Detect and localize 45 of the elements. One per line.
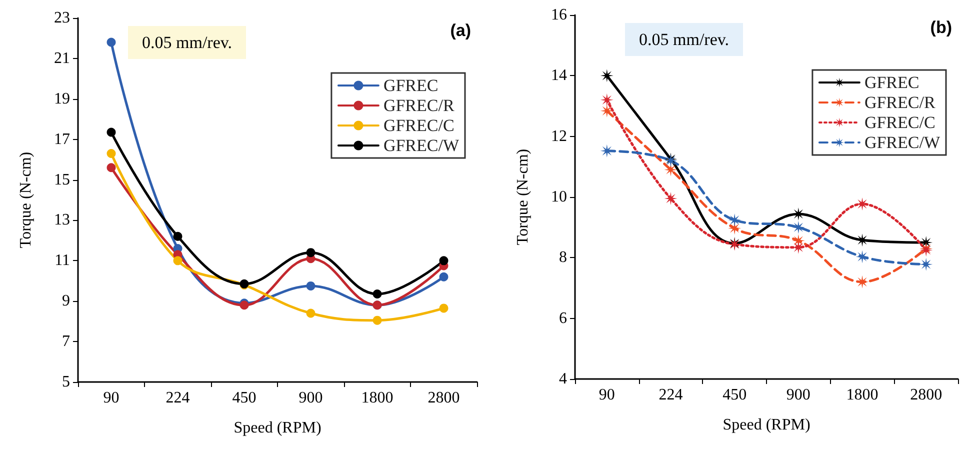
- y-tick-label: 10: [551, 188, 567, 206]
- x-tick-label: 1800: [846, 386, 878, 404]
- x-tick-label: 224: [166, 390, 190, 406]
- annotation: 0.05 mm/rev.: [142, 33, 232, 52]
- annotation: 0.05 mm/rev.: [639, 30, 730, 49]
- y-tick-label: 5: [62, 374, 70, 390]
- y-tick-label: 19: [54, 90, 70, 108]
- x-tick-label: 1800: [361, 390, 394, 406]
- legend-label: GFREC/C: [383, 116, 454, 135]
- x-tick-label: 2800: [428, 390, 460, 406]
- x-tick-label: 90: [598, 386, 615, 404]
- annotation: (b): [930, 18, 952, 37]
- y-tick-label: 6: [559, 310, 567, 327]
- y-tick-label: 11: [54, 252, 70, 270]
- x-tick-label: 450: [232, 390, 256, 406]
- legend-label: GFREC: [864, 73, 920, 92]
- x-tick-label: 900: [786, 386, 810, 404]
- y-tick-label: 15: [54, 171, 70, 188]
- y-tick-label: 17: [54, 130, 70, 148]
- y-tick-label: 21: [54, 50, 70, 67]
- y-tick-label: 8: [559, 249, 567, 266]
- legend-label: GFREC/W: [864, 133, 941, 152]
- x-axis-title: Speed (RPM): [234, 420, 322, 436]
- x-axis-title: Speed (RPM): [722, 416, 810, 434]
- y-tick-label: 13: [54, 212, 70, 229]
- legend-label: GFREC/R: [383, 96, 455, 115]
- y-tick-label: 12: [551, 128, 567, 145]
- annotation: (a): [450, 21, 472, 40]
- y-tick-label: 4: [559, 370, 567, 388]
- legend-label: GFREC/R: [864, 93, 936, 112]
- y-tick-label: 23: [54, 10, 70, 26]
- legend-label: GFREC: [383, 76, 438, 95]
- x-tick-label: 450: [722, 386, 747, 404]
- legend-label: GFREC/C: [864, 113, 936, 132]
- x-tick-label: 224: [658, 386, 683, 404]
- y-axis-title: Torque (N-cm): [18, 152, 34, 248]
- legend-label: GFREC/W: [383, 136, 460, 155]
- y-tick-label: 16: [551, 6, 567, 24]
- x-tick-label: 2800: [910, 386, 942, 404]
- y-tick-label: 7: [62, 333, 70, 350]
- y-tick-label: 14: [551, 67, 567, 84]
- x-tick-label: 90: [103, 390, 120, 406]
- x-tick-label: 900: [298, 390, 323, 406]
- y-tick-label: 9: [62, 292, 70, 310]
- y-axis-title: Torque (N-cm): [514, 148, 532, 246]
